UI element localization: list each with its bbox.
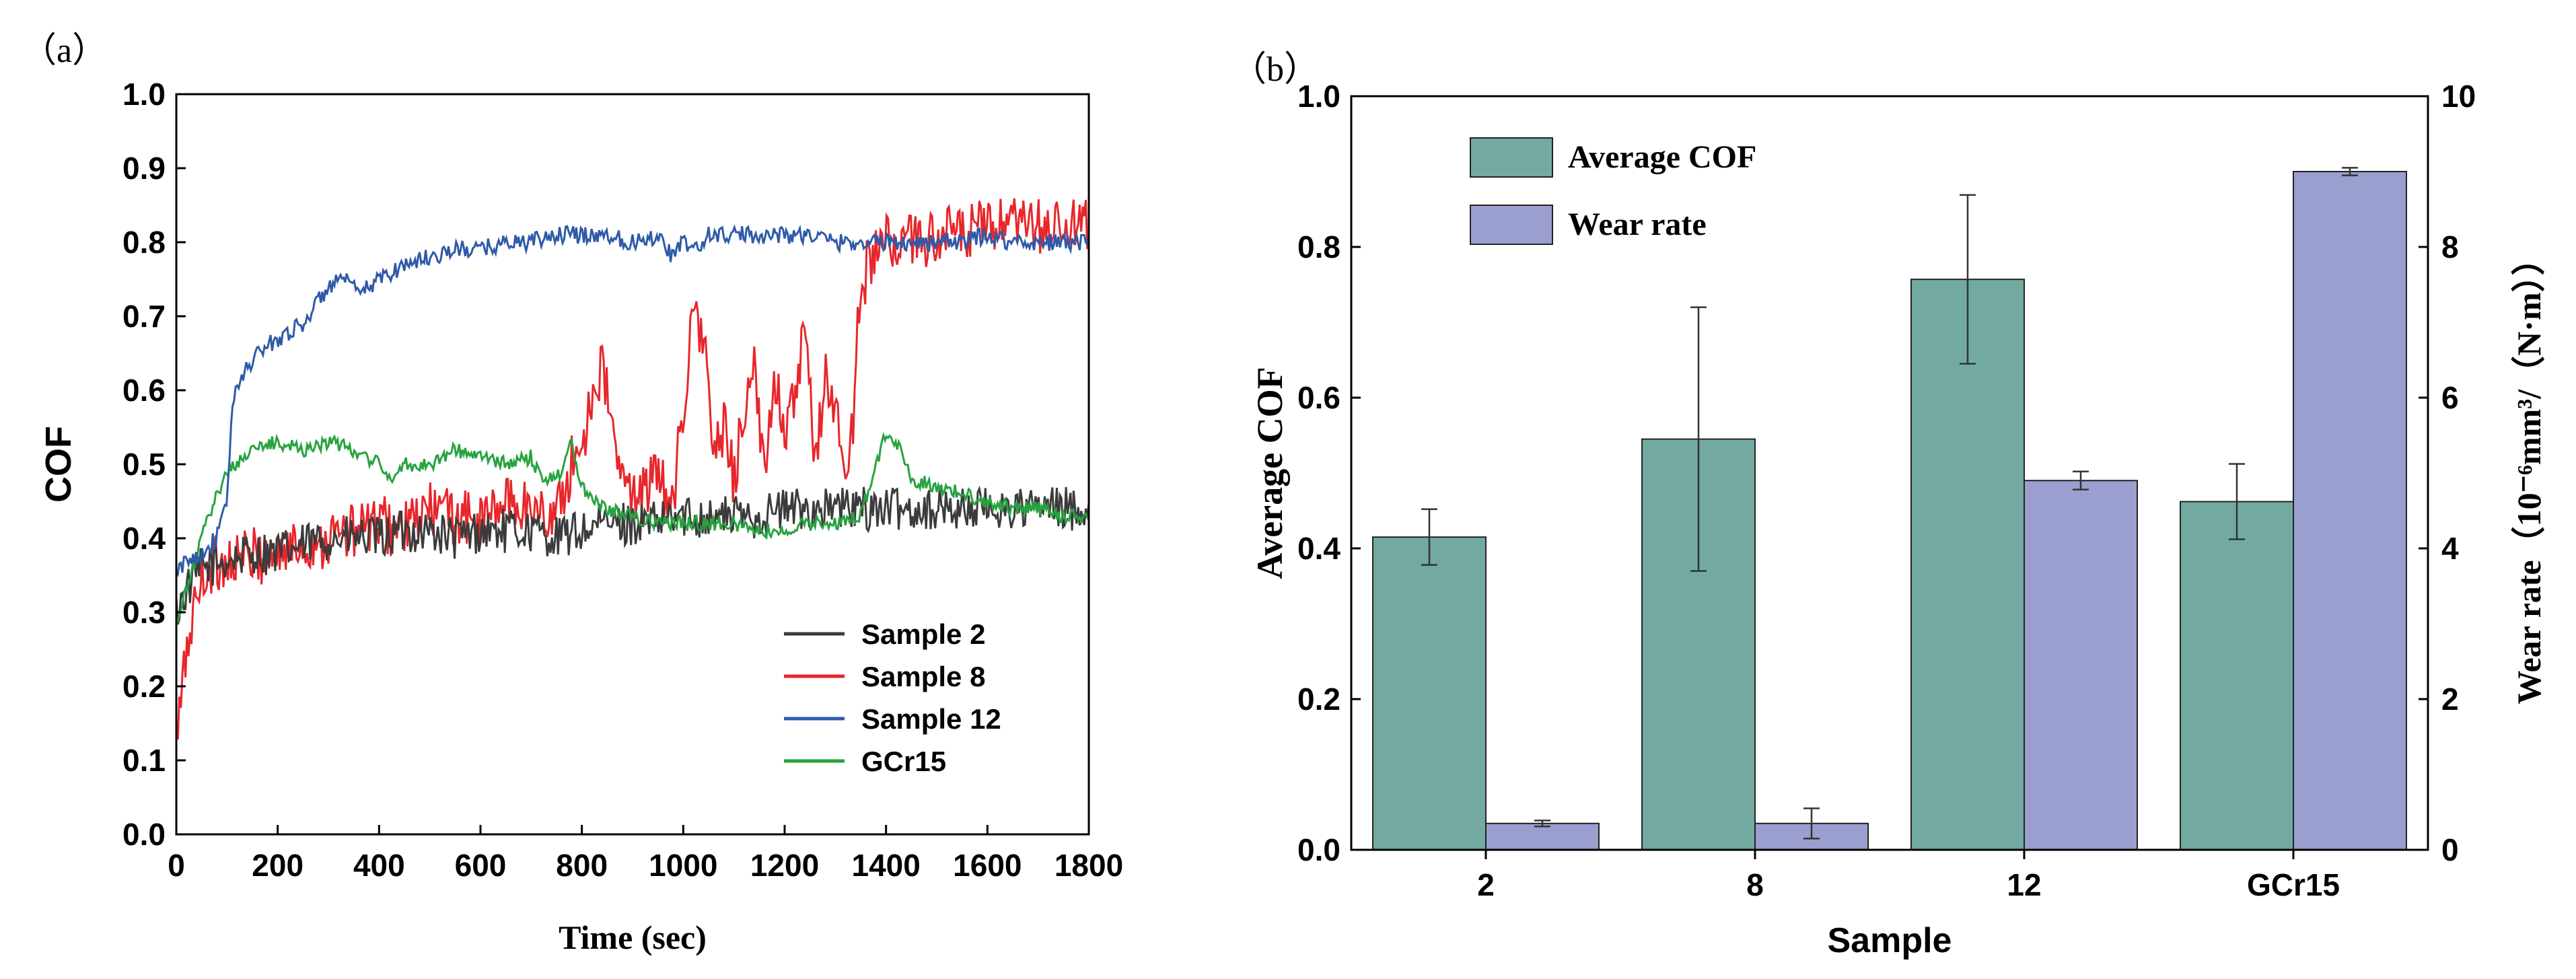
series-line-sample-12 <box>175 224 1090 578</box>
x-tick-label: 1000 <box>649 848 717 883</box>
x-tick-label: 12 <box>2007 867 2041 902</box>
x-tick-label: GCr15 <box>2247 867 2340 902</box>
x-tick-label: 600 <box>455 848 507 883</box>
x-tick-label: 1800 <box>1054 848 1123 883</box>
legend-b: Average COF Wear rate <box>1470 137 1756 245</box>
x-tick-label: 2 <box>1477 867 1495 902</box>
y-tick-label-right: 10 <box>2441 79 2476 114</box>
x-tick-label: 200 <box>252 848 303 883</box>
y-tick-label: 0.2 <box>122 669 166 704</box>
y-tick-label: 0.3 <box>122 595 166 630</box>
bar-chart-panel: （b） 2 8 12 GCr15 0.0 0.2 0.4 0.6 0.8 1.0 0 2 4 6 8 10… <box>1231 50 2548 960</box>
x-tick-label: 1600 <box>953 848 1022 883</box>
legend-swatch <box>1470 137 1553 178</box>
bar-average-cof <box>1372 536 1487 850</box>
y-tick-label: 0.4 <box>122 521 166 556</box>
x-axis-label: Time (sec) <box>559 918 707 956</box>
y-tick-label-right: 4 <box>2441 531 2459 566</box>
y-tick-label: 1.0 <box>122 77 166 112</box>
series-line-gcr15 <box>175 431 1090 626</box>
line-series-group <box>175 198 1090 740</box>
bar-series-group <box>1372 167 2407 851</box>
y-tick-label: 0.0 <box>122 817 166 852</box>
legend-label: Average COF <box>1568 139 1756 175</box>
x-tick-label: 1400 <box>851 848 920 883</box>
y-axis-label: COF <box>38 426 79 503</box>
y-tick-label-right: 0 <box>2441 832 2459 867</box>
bar-wear-rate <box>1485 822 1600 851</box>
y-tick-label: 0.0 <box>1297 832 1340 867</box>
y-axis-label-left: Average COF <box>1250 367 1290 579</box>
legend: Sample 2 Sample 8 Sample 12 GCr15 <box>784 618 1001 777</box>
y-tick-label: 0.5 <box>122 447 166 482</box>
plot-area-frame-b <box>1350 95 2429 851</box>
bar-wear-rate <box>2024 480 2138 850</box>
bar-wear-rate <box>2293 171 2407 850</box>
y-tick-label-right: 8 <box>2441 229 2459 264</box>
y-tick-label: 0.8 <box>1297 229 1340 264</box>
x-tick-label: 0 <box>168 848 185 883</box>
series-line-sample-8 <box>175 198 1090 740</box>
y-tick-label: 0.4 <box>1297 531 1340 566</box>
legend-label: Sample 8 <box>861 661 985 692</box>
y-tick-label: 1.0 <box>1297 79 1340 114</box>
legend-swatch <box>1470 205 1553 245</box>
x-tick-label: 1200 <box>750 848 819 883</box>
y-tick-label: 0.6 <box>122 373 166 408</box>
y-tick-label-right: 6 <box>2441 380 2459 415</box>
panel-b-label: （b） <box>1231 50 1319 89</box>
y-tick-label: 0.8 <box>122 225 166 260</box>
x-axis-label-b: Sample <box>1828 921 1952 960</box>
legend-label: Sample 12 <box>861 703 1001 735</box>
y-tick-label: 0.9 <box>122 151 166 186</box>
y-tick-label: 0.1 <box>122 743 166 778</box>
y-tick-label: 0.6 <box>1297 380 1340 415</box>
x-tick-label: 800 <box>556 848 608 883</box>
bar-average-cof <box>2180 501 2294 850</box>
line-chart-panel: （a） 0 200 400 600 800 1000 1200 1400 1600 1800 0.… <box>22 32 1123 956</box>
y-tick-label-right: 2 <box>2441 682 2459 717</box>
x-tick-label: 400 <box>353 848 405 883</box>
bar-average-cof <box>1910 279 2025 851</box>
series-line-sample-2 <box>175 485 1090 625</box>
y-tick-label: 0.7 <box>122 299 166 334</box>
y-axis-label-right: Wear rate（10⁻⁶mm³/（N·m）） <box>2510 242 2548 704</box>
legend-label: GCr15 <box>861 746 946 777</box>
x-tick-label: 8 <box>1746 867 1764 902</box>
legend-label: Wear rate <box>1568 207 1707 242</box>
y-tick-label: 0.2 <box>1297 682 1340 717</box>
legend-label: Sample 2 <box>861 618 985 650</box>
panel-a-label: （a） <box>22 32 107 70</box>
